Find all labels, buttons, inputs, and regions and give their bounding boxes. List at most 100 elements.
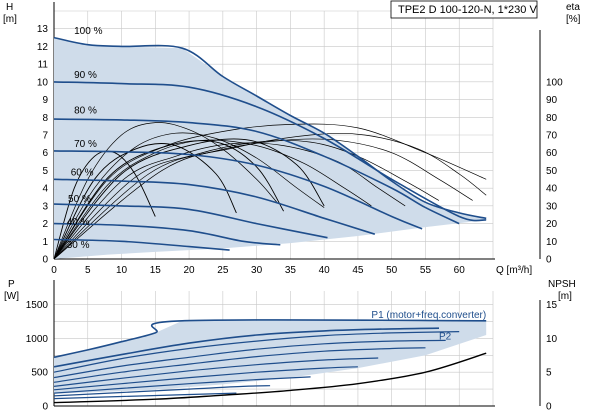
h-tick-label: 0 xyxy=(42,255,48,266)
npsh-tick-label: 5 xyxy=(546,368,552,379)
speed-label: 40 % xyxy=(67,217,90,228)
q-tick-label: 25 xyxy=(217,265,229,276)
npsh-tick-label: 0 xyxy=(546,402,552,413)
p-tick-label: 1500 xyxy=(26,300,49,311)
npsh-tick-label: 15 xyxy=(546,300,558,311)
p2-label: P2 xyxy=(439,332,452,343)
p-tick-label: 0 xyxy=(42,402,48,413)
h-tick-label: 8 xyxy=(42,113,48,124)
h-tick-label: 12 xyxy=(37,42,49,53)
h-tick-label: 9 xyxy=(42,95,48,106)
q-tick-label: 45 xyxy=(352,265,364,276)
npsh-axis-title: NPSH [m] xyxy=(548,279,576,302)
top-curves xyxy=(53,36,487,260)
eta-tick-label: 30 xyxy=(546,201,558,212)
head-curve-1 xyxy=(53,81,487,222)
eta-short-curve-3 xyxy=(53,138,325,260)
head-curve-0 xyxy=(53,36,487,220)
eta-curve-2 xyxy=(53,139,372,260)
power-curve-6 xyxy=(53,385,271,397)
q-tick-label: 15 xyxy=(150,265,162,276)
h-axis-title: H [m] xyxy=(3,2,17,25)
head-curve-3 xyxy=(53,150,423,230)
speed-label: 30 % xyxy=(67,240,90,251)
speed-label: 90 % xyxy=(74,70,97,81)
h-tick-label: 2 xyxy=(42,219,48,230)
bottom-ticks: 0 500 1000 1500 0 5 10 15 xyxy=(26,300,558,412)
power-curve-7 xyxy=(53,392,237,400)
speed-label: 100 % xyxy=(74,26,102,37)
top-ticks: 0 5 10 15 20 25 30 35 40 45 50 55 600123456789101112… xyxy=(37,24,563,276)
p1-curve xyxy=(53,319,487,359)
q-axis-title: Q [m³/h] xyxy=(496,265,532,276)
title-box xyxy=(390,0,538,19)
power-curve-3 xyxy=(53,357,379,387)
speed-label: 50 % xyxy=(68,194,91,205)
eta-tick-label: 40 xyxy=(546,184,558,195)
power-curve-0 xyxy=(53,331,460,373)
npsh-curve xyxy=(53,352,487,404)
head-curve-5 xyxy=(53,203,328,239)
power-curve-1 xyxy=(53,339,446,379)
eta-curve-7 xyxy=(53,123,487,260)
eta-curve-5 xyxy=(53,138,473,260)
npsh-tick-label: 10 xyxy=(546,334,558,345)
q-tick-label: 35 xyxy=(285,265,297,276)
eta-axis-title: eta [%] xyxy=(566,2,581,25)
eta-tick-label: 60 xyxy=(546,148,558,159)
eta-tick-label: 100 xyxy=(546,77,563,88)
h-tick-label: 7 xyxy=(42,131,48,142)
eta-tick-label: 0 xyxy=(546,255,552,266)
power-labels: P1 (motor+freq.converter) P2 xyxy=(371,310,486,343)
q-tick-label: 60 xyxy=(454,265,466,276)
p2-curve xyxy=(53,327,440,368)
speed-label: 70 % xyxy=(74,139,97,150)
eta-short-curve-2 xyxy=(53,140,284,260)
bottom-power-area xyxy=(54,320,487,394)
q-tick-label: 10 xyxy=(116,265,128,276)
eta-curve-4 xyxy=(53,140,440,260)
h-tick-label: 11 xyxy=(38,60,49,71)
h-tick-label: 10 xyxy=(37,77,49,88)
p-axis-title: P [W] xyxy=(4,279,19,302)
eta-tick-label: 10 xyxy=(546,237,558,248)
h-tick-label: 6 xyxy=(42,148,48,159)
head-curve-7 xyxy=(53,238,230,251)
q-tick-label: 40 xyxy=(319,265,331,276)
eta-tick-label: 80 xyxy=(546,113,558,124)
h-tick-label: 1 xyxy=(42,237,48,248)
top-operating-area xyxy=(54,37,487,259)
chart-title: TPE2 D 100-120-N, 1*230 V xyxy=(398,4,537,16)
q-tick-label: 30 xyxy=(251,265,263,276)
power-curve-2 xyxy=(53,347,426,383)
eta-curve-6 xyxy=(53,132,487,260)
q-tick-label: 20 xyxy=(184,265,196,276)
h-tick-label: 3 xyxy=(42,201,48,212)
head-curve-4 xyxy=(53,178,376,235)
eta-short-curve-1 xyxy=(53,143,237,260)
q-tick-label: 55 xyxy=(420,265,432,276)
eta-tick-label: 20 xyxy=(546,219,558,230)
power-envelope xyxy=(54,320,487,394)
p-tick-label: 1000 xyxy=(26,334,49,345)
speed-label: 60 % xyxy=(71,168,94,179)
eta-tick-label: 90 xyxy=(546,95,558,106)
h-tick-label: 5 xyxy=(42,166,48,177)
p-tick-label: 500 xyxy=(31,368,48,379)
operating-envelope xyxy=(54,37,487,259)
eta-tick-label: 70 xyxy=(546,131,558,142)
q-tick-label: 5 xyxy=(85,265,91,276)
q-tick-label: 50 xyxy=(386,265,398,276)
h-tick-label: 13 xyxy=(37,24,49,35)
h-tick-label: 4 xyxy=(42,184,48,195)
eta-tick-label: 50 xyxy=(546,166,558,177)
power-curve-5 xyxy=(53,376,311,394)
head-curve-6 xyxy=(53,222,281,246)
q-tick-label: 0 xyxy=(51,265,57,276)
p1-label: P1 (motor+freq.converter) xyxy=(371,310,486,321)
speed-label: 80 % xyxy=(74,106,97,117)
bottom-curves xyxy=(53,319,487,404)
speed-labels: 100 % 90 % 80 % 70 % 60 % 50 % 40 % 30 % xyxy=(67,26,103,251)
power-curve-4 xyxy=(53,366,358,391)
